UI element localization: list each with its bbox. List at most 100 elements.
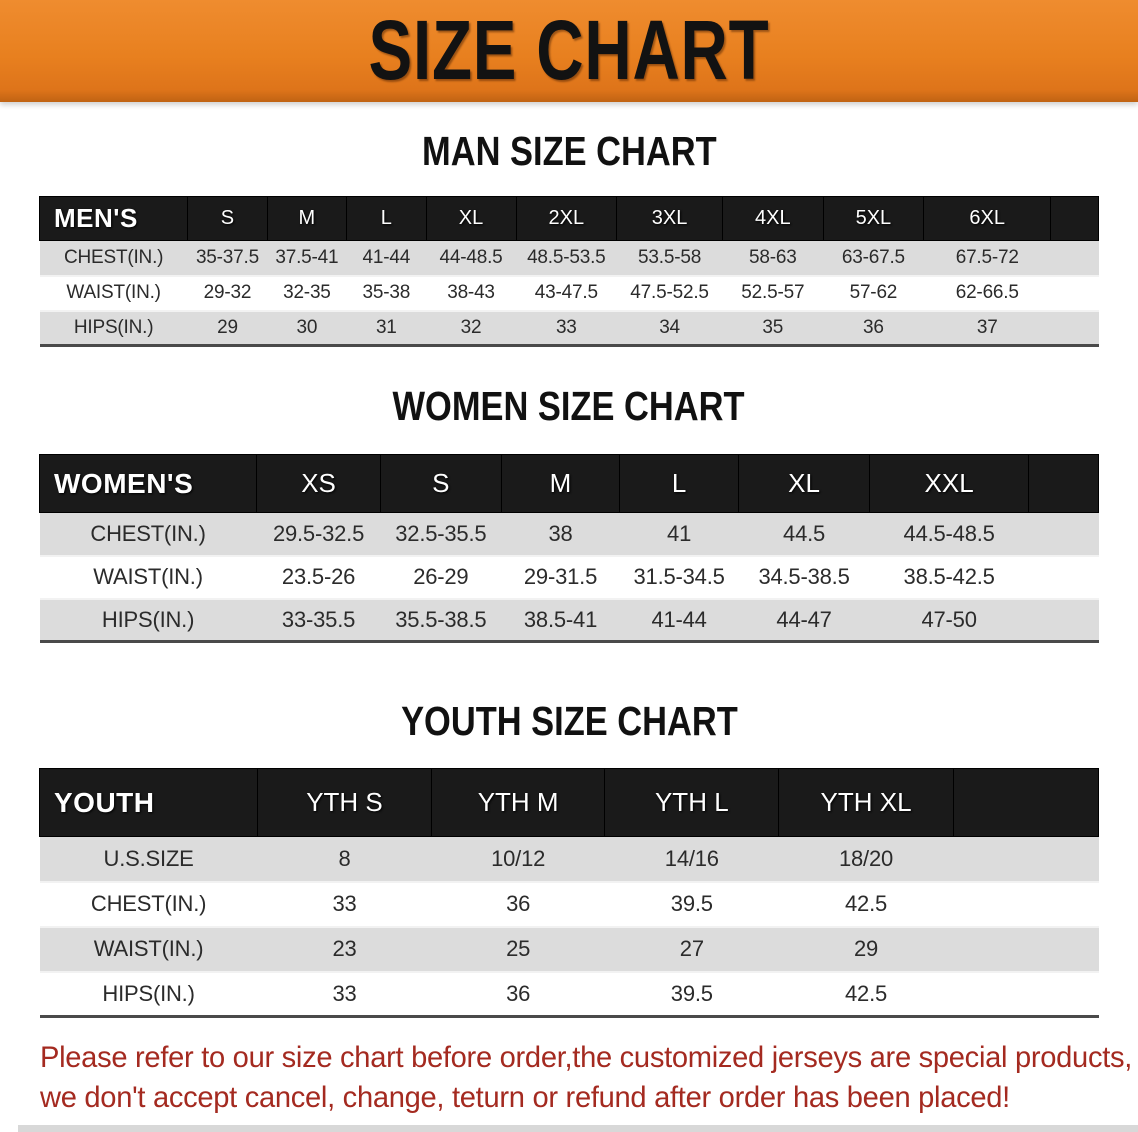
size-cell: 44-48.5: [426, 240, 517, 276]
row-label: WAIST(IN.): [39, 275, 188, 311]
size-cell: 57-62: [823, 275, 924, 311]
header-spacer-cell: [1028, 454, 1099, 513]
column-header: S: [379, 454, 502, 513]
column-header: 2XL: [515, 196, 618, 241]
size-cell: 30: [267, 310, 347, 346]
size-cell: 23: [257, 926, 432, 972]
size-cell: 39.5: [604, 881, 779, 927]
men-size-table: MEN'S S M L XL 2XL 3XL 4XL 5XL 6XL CHEST(IN.) 35-37…: [38, 196, 1099, 347]
women-section-heading: WOMEN SIZE CHART: [0, 383, 1138, 429]
table-header-row: WOMEN'S XS S M L XL XXL: [38, 454, 1099, 513]
row-label: U.S.SIZE: [39, 836, 258, 882]
disclaimer-line-2: we don't accept cancel, change, teturn o…: [40, 1081, 1010, 1114]
size-cell: 35-38: [346, 275, 427, 311]
size-cell: 14/16: [604, 836, 779, 882]
size-cell: 38.5-42.5: [869, 555, 1029, 599]
size-cell: 29: [187, 310, 268, 346]
youth-size-table-wrap: YOUTH YTH S YTH M YTH L YTH XL U.S.SIZE 8 10/12…: [0, 768, 1138, 1018]
header-spacer-cell: [1050, 196, 1099, 241]
size-cell: 18/20: [778, 836, 954, 882]
column-header: XXL: [869, 454, 1030, 513]
table-row: HIPS(IN.) 33 36 39.5 42.5: [39, 971, 1099, 1017]
table-row: CHEST(IN.) 35-37.5 37.5-41 41-44 44-48.5 48.5…: [39, 240, 1099, 276]
size-cell: 33: [516, 310, 617, 346]
size-cell: 67.5-72: [923, 240, 1051, 276]
column-header: XL: [425, 196, 517, 241]
column-header: XL: [737, 454, 871, 513]
table-row: HIPS(IN.) 33-35.5 35.5-38.5 38.5-41 41-44 44-…: [39, 598, 1099, 642]
row-label: CHEST(IN.): [39, 240, 188, 276]
size-cell: 34.5-38.5: [738, 555, 870, 599]
size-cell: 37.5-41: [267, 240, 347, 276]
row-spacer-cell: [1028, 512, 1099, 556]
row-spacer-cell: [953, 836, 1099, 882]
row-label: HIPS(IN.): [39, 310, 188, 346]
table-row: HIPS(IN.) 29 30 31 32 33 34 35 36 37: [39, 310, 1099, 346]
row-spacer-cell: [1050, 310, 1099, 346]
size-cell: 44.5-48.5: [869, 512, 1029, 556]
size-cell: 26-29: [380, 555, 502, 599]
size-cell: 44.5: [738, 512, 870, 556]
size-cell: 10/12: [431, 836, 605, 882]
size-cell: 48.5-53.5: [516, 240, 617, 276]
men-size-table-wrap: MEN'S S M L XL 2XL 3XL 4XL 5XL 6XL CHEST(IN.) 35-37…: [0, 196, 1138, 347]
row-spacer-cell: [953, 881, 1099, 927]
banner-title: SIZE CHART: [368, 3, 770, 97]
size-cell: 31.5-34.5: [619, 555, 739, 599]
size-cell: 38: [501, 512, 620, 556]
size-cell: 32: [426, 310, 517, 346]
size-cell: 8: [257, 836, 432, 882]
size-cell: 32-35: [267, 275, 347, 311]
size-cell: 36: [823, 310, 924, 346]
row-label: HIPS(IN.): [39, 971, 258, 1017]
size-cell: 62-66.5: [923, 275, 1051, 311]
size-cell: 33-35.5: [256, 598, 381, 642]
disclaimer: Please refer to our size chart before or…: [40, 1038, 1138, 1118]
row-spacer-cell: [1050, 240, 1099, 276]
column-header: S: [187, 196, 268, 241]
size-cell: 41-44: [346, 240, 427, 276]
row-label: CHEST(IN.): [39, 881, 258, 927]
table-row: WAIST(IN.) 29-32 32-35 35-38 38-43 43-47.5 47.…: [39, 275, 1099, 311]
column-header: YTH L: [604, 768, 780, 837]
column-header: L: [619, 454, 739, 513]
size-cell: 29-31.5: [501, 555, 620, 599]
size-cell: 41-44: [619, 598, 739, 642]
size-cell: 23.5-26: [256, 555, 381, 599]
column-header: XS: [256, 454, 381, 513]
size-cell: 53.5-58: [616, 240, 723, 276]
column-header: 6XL: [923, 196, 1052, 241]
size-cell: 31: [346, 310, 427, 346]
row-label: HIPS(IN.): [39, 598, 257, 642]
column-header: M: [500, 454, 621, 513]
column-header: 4XL: [722, 196, 824, 241]
column-header: 3XL: [616, 196, 723, 241]
row-spacer-cell: [1050, 275, 1099, 311]
size-cell: 34: [616, 310, 723, 346]
table-header-row: MEN'S S M L XL 2XL 3XL 4XL 5XL 6XL: [38, 196, 1099, 241]
size-cell: 25: [431, 926, 605, 972]
table-corner-label: WOMEN'S: [38, 454, 258, 513]
table-row: WAIST(IN.) 23.5-26 26-29 29-31.5 31.5-34.5 34…: [39, 555, 1099, 599]
youth-section-heading: YOUTH SIZE CHART: [0, 698, 1138, 744]
size-cell: 29.5-32.5: [256, 512, 381, 556]
bottom-edge-strip: [18, 1125, 1138, 1132]
table-row: CHEST(IN.) 33 36 39.5 42.5: [39, 881, 1099, 927]
row-label: WAIST(IN.): [39, 926, 258, 972]
row-label: CHEST(IN.): [39, 512, 257, 556]
size-cell: 39.5: [604, 971, 779, 1017]
size-cell: 63-67.5: [823, 240, 924, 276]
size-cell: 38.5-41: [501, 598, 620, 642]
row-spacer-cell: [953, 971, 1099, 1017]
size-cell: 36: [431, 971, 605, 1017]
disclaimer-line-1: Please refer to our size chart before or…: [40, 1041, 1133, 1074]
size-cell: 42.5: [778, 971, 954, 1017]
size-cell: 52.5-57: [722, 275, 824, 311]
size-cell: 29: [778, 926, 954, 972]
column-header: YTH XL: [778, 768, 954, 837]
size-cell: 44-47: [738, 598, 870, 642]
table-row: CHEST(IN.) 29.5-32.5 32.5-35.5 38 41 44.5 44.5…: [39, 512, 1099, 556]
row-label: WAIST(IN.): [39, 555, 257, 599]
banner: SIZE CHART: [0, 0, 1138, 102]
row-spacer-cell: [1028, 598, 1099, 642]
